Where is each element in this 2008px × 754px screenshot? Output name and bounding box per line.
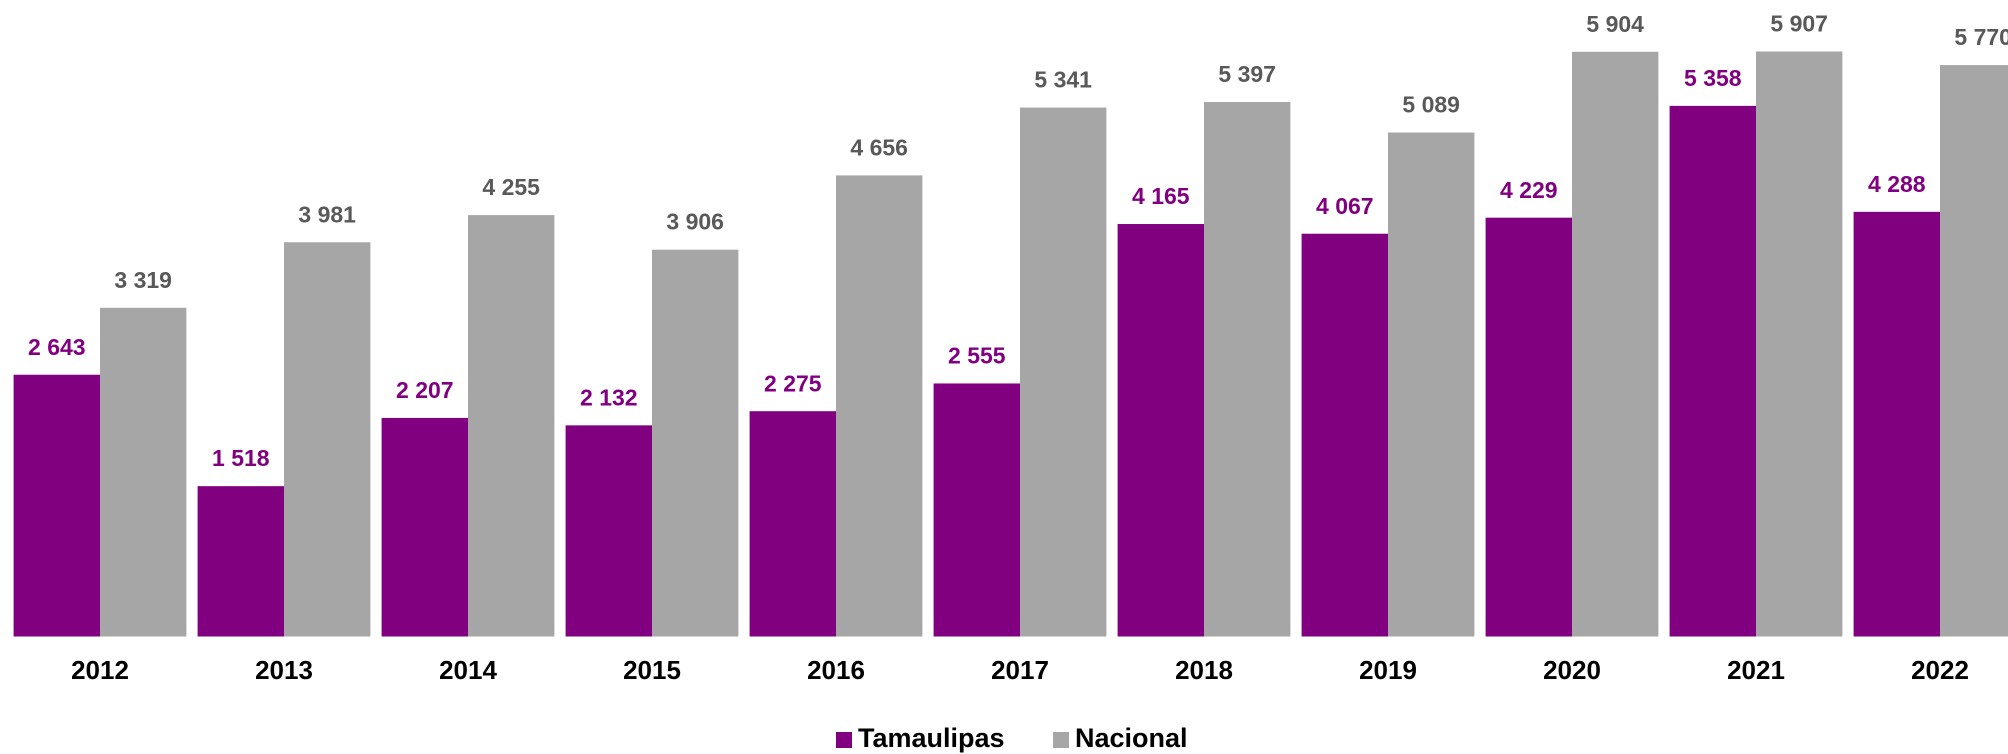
legend-swatch [836, 732, 852, 748]
bar [1020, 107, 1107, 637]
x-tick-label: 2015 [623, 655, 681, 685]
data-label: 1 518 [212, 445, 270, 471]
bar [1669, 105, 1756, 637]
x-tick-label: 2012 [71, 655, 129, 685]
data-label: 3 981 [298, 201, 356, 227]
data-label: 3 906 [666, 209, 724, 235]
data-label: 2 643 [28, 334, 86, 360]
data-label: 2 207 [396, 377, 454, 403]
bar [197, 486, 284, 637]
bar [933, 383, 1020, 637]
bar [1572, 51, 1659, 637]
x-tick-label: 2016 [807, 655, 865, 685]
bar [652, 249, 739, 637]
data-label: 4 229 [1500, 177, 1558, 203]
bar [749, 411, 836, 637]
data-label: 2 275 [764, 370, 822, 396]
bar [13, 374, 101, 637]
bar [836, 175, 923, 637]
legend-label: Tamaulipas [858, 723, 1005, 753]
bar [468, 215, 555, 637]
x-tick-label: 2020 [1543, 655, 1601, 685]
x-tick-label: 2021 [1727, 655, 1785, 685]
x-tick-label: 2019 [1359, 655, 1417, 685]
data-label: 4 288 [1868, 171, 1926, 197]
bar [1204, 102, 1291, 637]
x-tick-label: 2022 [1911, 655, 1969, 685]
data-label: 4 255 [482, 174, 540, 200]
data-label: 4 165 [1132, 183, 1190, 209]
bar [100, 307, 187, 637]
bar [284, 242, 371, 637]
bar [1940, 65, 2008, 637]
data-label: 4 067 [1316, 193, 1374, 219]
bar [1756, 51, 1843, 637]
bar [1485, 217, 1572, 637]
legend-label: Nacional [1075, 723, 1188, 753]
data-label: 4 656 [850, 134, 908, 160]
bar [1117, 224, 1204, 637]
x-tick-label: 2013 [255, 655, 313, 685]
data-label: 3 319 [114, 267, 172, 293]
bar [381, 417, 468, 637]
data-label: 5 397 [1218, 61, 1276, 87]
x-tick-label: 2014 [439, 655, 497, 685]
bar [1853, 211, 1940, 637]
data-label: 5 358 [1684, 65, 1742, 91]
data-label: 5 341 [1034, 67, 1092, 93]
bar [565, 425, 652, 637]
x-tick-label: 2017 [991, 655, 1049, 685]
data-label: 5 089 [1402, 92, 1460, 118]
bar [1301, 233, 1388, 637]
legend-swatch [1053, 732, 1069, 748]
bar [1388, 132, 1475, 637]
data-label: 5 904 [1586, 11, 1644, 37]
data-label: 2 132 [580, 384, 638, 410]
data-label: 5 770 [1954, 24, 2008, 50]
data-label: 2 555 [948, 343, 1006, 369]
x-tick-label: 2018 [1175, 655, 1233, 685]
data-label: 5 907 [1770, 11, 1828, 37]
